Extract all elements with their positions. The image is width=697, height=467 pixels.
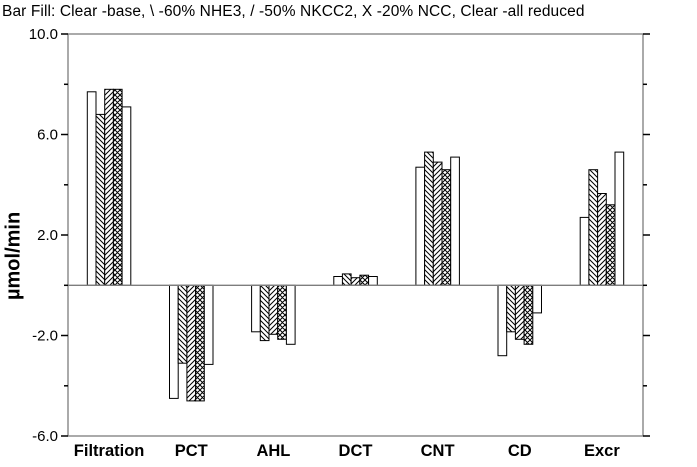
x-category-label: DCT — [339, 442, 373, 460]
x-category-label: Excr — [584, 442, 620, 460]
bar-dct-2 — [341, 273, 352, 286]
x-category-label: CD — [508, 442, 532, 460]
bar-cnt-3 — [432, 161, 443, 286]
bar-cnt-1 — [415, 166, 426, 286]
bar-excr-2 — [588, 169, 599, 286]
bar-excr-1 — [579, 216, 590, 286]
bar-ahl-4 — [277, 284, 287, 340]
y-tick-label: 2.0 — [37, 227, 58, 244]
bar-pct-2 — [177, 284, 188, 364]
bar-pct-4 — [195, 284, 205, 402]
y-axis-title: µmol/min — [2, 211, 25, 300]
bar-excr-5 — [614, 151, 625, 286]
bar-filtration-5 — [121, 106, 132, 286]
bar-ahl-3 — [268, 284, 279, 335]
bar-cd-4 — [523, 284, 534, 345]
y-tick-label: -6.0 — [32, 428, 58, 445]
y-tick-label: -2.0 — [32, 328, 58, 345]
y-tick-label: 6.0 — [37, 127, 58, 144]
x-category-label: CNT — [421, 442, 455, 460]
bar-filtration-1 — [86, 91, 97, 286]
bar-filtration-3 — [104, 88, 114, 286]
bar-dct-1 — [333, 276, 343, 286]
bar-pct-3 — [186, 284, 197, 402]
bar-cd-3 — [514, 284, 525, 340]
x-category-label: PCT — [175, 442, 208, 460]
x-category-label: Filtration — [74, 442, 145, 460]
bar-cd-2 — [506, 284, 516, 333]
bar-excr-3 — [597, 193, 607, 286]
bar-pct-5 — [203, 284, 214, 365]
bar-cd-1 — [497, 284, 508, 357]
bar-pct-1 — [169, 284, 179, 399]
bar-dct-3 — [350, 277, 361, 286]
bar-ahl-5 — [285, 284, 296, 345]
axes-layer — [61, 33, 650, 437]
y-tick-label: 10.0 — [29, 26, 58, 43]
bar-filtration-4 — [112, 88, 123, 286]
bar-cnt-4 — [441, 169, 452, 286]
bar-dct-5 — [368, 276, 378, 286]
bar-cnt-2 — [424, 151, 434, 286]
bar-cd-5 — [532, 284, 542, 314]
chart-title-legend: Bar Fill: Clear -base, \ -60% NHE3, / -5… — [2, 3, 585, 20]
bar-cnt-5 — [450, 156, 460, 286]
bar-excr-4 — [605, 204, 616, 286]
plot-frame — [67, 33, 644, 437]
bar-ahl-2 — [259, 284, 270, 342]
bars-layer — [86, 88, 625, 402]
axis-labels-layer: Filtration PCT AHL DCT CNT CD Excr 10.0 6.0 2.0 -2… — [29, 26, 621, 460]
bar-dct-4 — [359, 274, 370, 286]
x-category-label: AHL — [256, 442, 290, 460]
bar-filtration-2 — [95, 113, 106, 286]
bar-ahl-1 — [251, 284, 261, 333]
